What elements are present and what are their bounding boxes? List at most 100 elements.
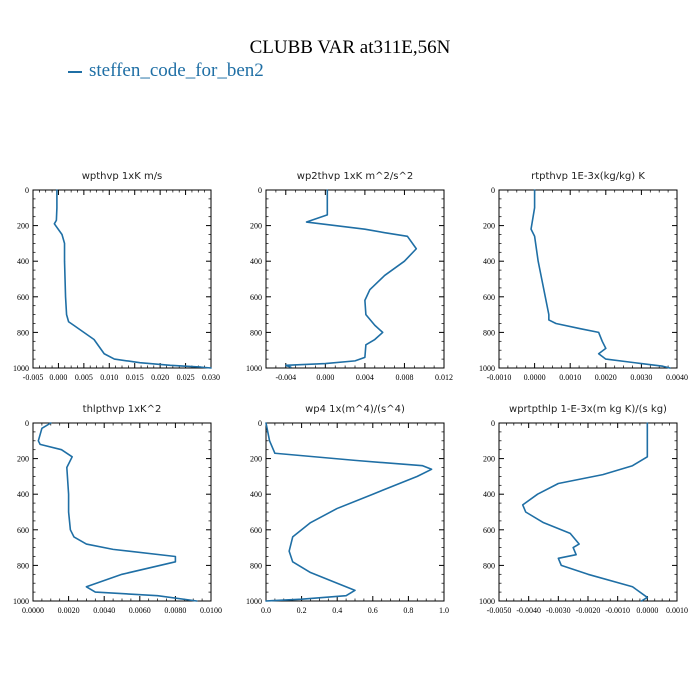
panel-title: wpthvp 1xK m/s (82, 171, 163, 182)
x-tick-label: 0.0040 (93, 606, 115, 615)
x-tick-label: 0.000 (49, 373, 67, 382)
panel-title: wprtpthlp 1-E-3x(m kg K)/(s kg) (509, 404, 667, 415)
x-tick-label: 0.0040 (666, 373, 688, 382)
x-tick-label: 0.008 (395, 373, 413, 382)
y-tick-label: 1000 (246, 364, 262, 373)
series-line-1 (265, 422, 433, 602)
y-tick-label: 800 (250, 561, 262, 570)
panel-title: wp4 1x(m^4)/(s^4) (305, 404, 405, 415)
legend-label: steffen_code_for_ben2 (89, 60, 264, 81)
x-tick-label: 0.015 (126, 373, 144, 382)
series-line-1 (530, 189, 671, 369)
y-tick-label: 1000 (479, 364, 495, 373)
series-line-1 (53, 189, 212, 369)
series-line-1 (521, 422, 649, 602)
y-tick-label: 200 (17, 455, 29, 464)
y-tick-label: 600 (17, 526, 29, 535)
x-tick-label: 0.8 (403, 606, 413, 615)
y-tick-label: 1000 (246, 597, 262, 606)
x-tick-label: 0.0100 (200, 606, 222, 615)
y-tick-label: 0 (258, 419, 262, 428)
page-title: CLUBB VAR at311E,56N (249, 37, 451, 58)
y-tick-label: 800 (483, 328, 495, 337)
y-tick-label: 1000 (479, 597, 495, 606)
plot-frame (265, 422, 445, 602)
y-tick-label: 400 (483, 490, 495, 499)
panel-title: thlpthvp 1xK^2 (83, 404, 162, 415)
x-tick-label: 0.0000 (636, 606, 658, 615)
panel-title: rtpthvp 1E-3x(kg/kg) K (531, 171, 645, 182)
x-tick-label: 0.4 (332, 606, 342, 615)
x-tick-label: 0.0080 (164, 606, 186, 615)
x-tick-label: 0.0000 (22, 606, 44, 615)
y-tick-label: 0 (491, 186, 495, 195)
y-tick-label: 200 (250, 455, 262, 464)
y-tick-label: 0 (25, 419, 29, 428)
chart-panel-5: wp4 1x(m^4)/(s^4) 0.0 0.2 0.4 0.6 0.8 1.0 0 200 4… (246, 404, 449, 615)
chart-panel-3: rtpthvp 1E-3x(kg/kg) K -0.0010 0.0000 0.001… (479, 171, 688, 382)
chart-panel-2: wp2thvp 1xK m^2/s^2 -0.004 0.000 0.004 0.008… (246, 171, 453, 382)
x-tick-label: 0.012 (435, 373, 453, 382)
x-tick-label: -0.0050 (487, 606, 512, 615)
x-tick-label: -0.0040 (516, 606, 541, 615)
panel-title: wp2thvp 1xK m^2/s^2 (297, 171, 413, 182)
x-tick-label: 0.0010 (559, 373, 581, 382)
y-tick-label: 600 (483, 293, 495, 302)
x-tick-label: 0.020 (151, 373, 169, 382)
x-tick-label: 0.0000 (524, 373, 546, 382)
x-tick-label: 0.0020 (595, 373, 617, 382)
y-tick-label: 800 (483, 561, 495, 570)
y-tick-label: 200 (17, 222, 29, 231)
x-tick-label: 0.025 (177, 373, 195, 382)
x-tick-label: -0.0010 (605, 606, 630, 615)
legend-line-swatch (68, 71, 82, 73)
x-tick-label: -0.0010 (487, 373, 512, 382)
x-tick-label: 0.004 (356, 373, 374, 382)
plot-frame (32, 189, 212, 369)
y-tick-label: 800 (17, 561, 29, 570)
y-tick-label: 400 (250, 490, 262, 499)
y-tick-label: 600 (17, 293, 29, 302)
series-line-1 (37, 422, 198, 602)
y-tick-label: 1000 (13, 364, 29, 373)
y-tick-label: 0 (25, 186, 29, 195)
y-tick-label: 0 (258, 186, 262, 195)
chart-panel-6: wprtpthlp 1-E-3x(m kg K)/(s kg) -0.0050 -0… (479, 404, 688, 615)
plot-frame (265, 189, 445, 369)
y-tick-label: 400 (17, 490, 29, 499)
y-tick-label: 600 (483, 526, 495, 535)
y-tick-label: 200 (483, 455, 495, 464)
y-tick-label: 800 (250, 328, 262, 337)
x-tick-label: 0.005 (75, 373, 93, 382)
x-tick-label: 0.0010 (666, 606, 688, 615)
x-tick-label: -0.0020 (576, 606, 601, 615)
y-tick-label: 200 (250, 222, 262, 231)
y-tick-label: 600 (250, 526, 262, 535)
y-tick-label: 400 (17, 257, 29, 266)
chart-panel-1: wpthvp 1xK m/s -0.005 0.000 0.005 0.010 0.015… (13, 171, 220, 382)
x-tick-label: 0.010 (100, 373, 118, 382)
y-tick-label: 800 (17, 328, 29, 337)
x-tick-label: -0.0030 (546, 606, 571, 615)
x-tick-label: 0.0030 (630, 373, 652, 382)
y-tick-label: 1000 (13, 597, 29, 606)
y-tick-label: 400 (250, 257, 262, 266)
x-tick-label: 0.030 (202, 373, 220, 382)
x-tick-label: 0.0 (261, 606, 271, 615)
x-tick-label: 0.0060 (129, 606, 151, 615)
y-tick-label: 0 (491, 419, 495, 428)
x-tick-label: 0.0020 (58, 606, 80, 615)
y-tick-label: 600 (250, 293, 262, 302)
series-line-1 (284, 189, 418, 368)
x-tick-label: -0.005 (23, 373, 44, 382)
y-tick-label: 400 (483, 257, 495, 266)
x-tick-label: 0.000 (316, 373, 334, 382)
chart-panel-4: thlpthvp 1xK^2 0.0000 0.0020 0.0040 0.0060 0.… (13, 404, 222, 615)
x-tick-label: 0.2 (297, 606, 307, 615)
x-tick-label: 1.0 (439, 606, 449, 615)
plot-frame (498, 189, 678, 369)
y-tick-label: 200 (483, 222, 495, 231)
x-tick-label: 0.6 (368, 606, 378, 615)
x-tick-label: -0.004 (275, 373, 296, 382)
